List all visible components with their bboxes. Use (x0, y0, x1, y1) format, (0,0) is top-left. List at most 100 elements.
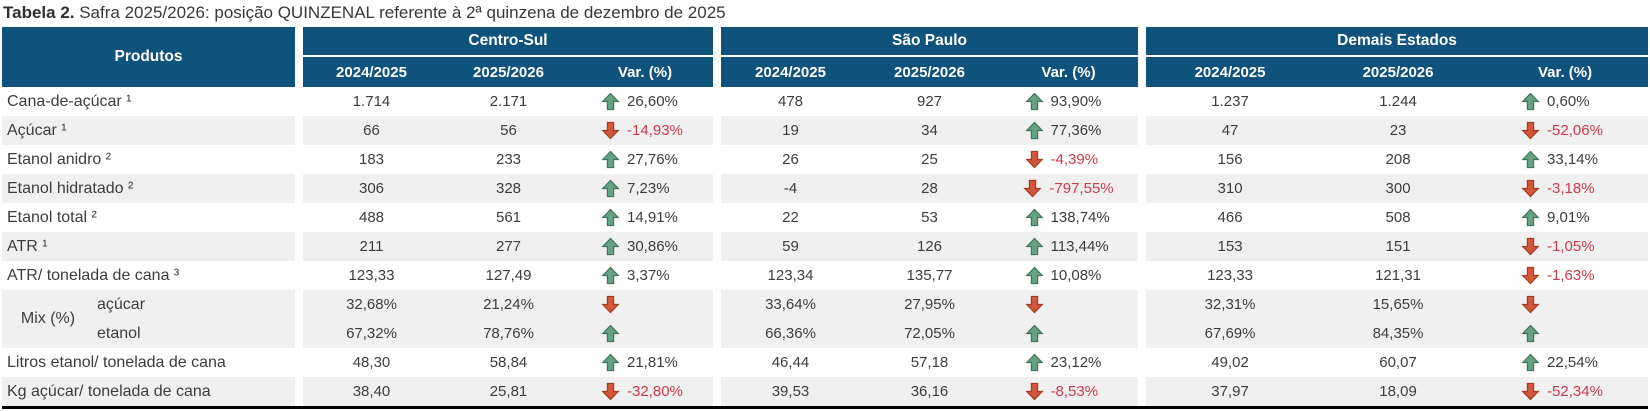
variation-value: -14,93% (627, 122, 683, 139)
header-group-row: Produtos Centro-Sul São Paulo Demais Est… (2, 27, 1649, 87)
column-gap (1138, 319, 1147, 348)
value-cell: 66,36% (721, 319, 860, 348)
variation-cell: -52,06% (1482, 116, 1649, 145)
value-cell: 34 (860, 116, 999, 145)
value-cell: 37,97 (1146, 377, 1315, 408)
column-gap (1138, 116, 1147, 145)
header-sub-row: 2024/2025 2025/2026 Var. (%) 2024/2025 2… (2, 56, 1649, 87)
variation-indicator: 21,81% (601, 353, 689, 372)
variation-indicator: -3,18% (1521, 179, 1609, 198)
table-row: Cana-de-açúcar ¹ 1.714 2.171 26,60% 478 927 93… (2, 87, 1648, 116)
group-header-demais-estados: Demais Estados (1146, 27, 1649, 57)
variation-indicator (1521, 324, 1609, 343)
variation-value: 30,86% (627, 238, 678, 255)
column-gap (295, 145, 303, 174)
variation-value: 26,60% (627, 93, 678, 110)
variation-indicator (1521, 295, 1609, 314)
variation-cell: 30,86% (577, 232, 713, 261)
variation-indicator: -14,93% (601, 121, 689, 140)
variation-value: -1,63% (1547, 267, 1595, 284)
variation-indicator: -4,39% (1024, 150, 1113, 169)
variation-value: 14,91% (627, 209, 678, 226)
variation-cell: 33,14% (1482, 145, 1648, 174)
variation-indicator: -52,34% (1521, 382, 1609, 401)
variation-cell: 10,08% (999, 261, 1138, 290)
variation-cell: 9,01% (1482, 203, 1648, 232)
column-gap (713, 377, 721, 408)
col-header: Var. (%) (999, 56, 1139, 87)
variation-indicator: 27,76% (601, 150, 689, 169)
value-cell: 233 (495, 151, 522, 168)
value-cell: 57,18 (910, 354, 949, 371)
variation-indicator: 0,60% (1521, 92, 1609, 111)
variation-cell: 14,91% (577, 203, 713, 232)
col-header: 2025/2026 (1314, 56, 1483, 87)
variation-indicator: -1,05% (1521, 237, 1609, 256)
variation-cell: 93,90% (999, 87, 1138, 116)
value-cell: 21,24% (440, 290, 577, 319)
column-gap (295, 116, 303, 145)
value-cell: 1.237 (1211, 93, 1249, 110)
column-gap (1138, 203, 1147, 232)
value-cell: 32,68% (303, 290, 440, 319)
variation-indicator (1024, 324, 1113, 343)
variation-value: 9,01% (1547, 209, 1590, 226)
value-cell: 15,65% (1314, 290, 1483, 319)
table-row: Mix (%) açúcar 32,68% 21,24% 33,64% 27,95% 32,… (2, 290, 1649, 348)
mix-sub-label: açúcar (94, 290, 295, 319)
variation-indicator: 30,86% (601, 237, 689, 256)
variation-cell (999, 290, 1139, 319)
value-cell: 123,33 (348, 267, 395, 284)
value-cell: 72,05% (860, 319, 999, 348)
variation-value: 7,23% (627, 180, 670, 197)
value-cell: 60,07 (1379, 354, 1417, 371)
value-cell: 49,02 (1211, 354, 1249, 371)
variation-indicator: 3,37% (601, 266, 689, 285)
variation-indicator: 33,14% (1521, 150, 1609, 169)
variation-value: 21,81% (627, 354, 678, 371)
down-arrow-icon (1521, 295, 1540, 314)
value-cell: 300 (1314, 174, 1483, 203)
column-gap (713, 145, 721, 174)
up-arrow-icon (601, 208, 620, 227)
row-label: Kg açúcar/ tonelada de cana (2, 377, 295, 408)
column-gap (713, 319, 721, 348)
column-gap (295, 232, 303, 261)
variation-indicator: 77,36% (1024, 121, 1113, 140)
up-arrow-icon (1024, 121, 1044, 140)
up-arrow-icon (1521, 353, 1540, 372)
variation-value: 23,12% (1050, 354, 1102, 371)
variation-cell: -8,53% (999, 377, 1139, 408)
column-gap (295, 174, 303, 203)
table-row: ATR/ tonelada de cana ³ 123,33 127,49 3,37%… (2, 261, 1648, 290)
down-arrow-icon (601, 295, 620, 314)
table-title-text: Safra 2025/2026: posição QUINZENAL refer… (74, 3, 726, 22)
value-cell: 38,40 (303, 377, 440, 408)
variation-value: -52,34% (1547, 383, 1603, 400)
value-cell: 18,09 (1314, 377, 1483, 408)
col-header: Var. (%) (577, 56, 713, 87)
column-gap (1138, 290, 1147, 319)
up-arrow-icon (601, 92, 620, 111)
table-row: ATR ¹ 211 277 30,86% 59 126 113,44% 153 151 -1,05… (2, 232, 1649, 261)
up-arrow-icon (601, 324, 620, 343)
variation-cell: 0,60% (1482, 87, 1648, 116)
value-cell: 478 (777, 93, 804, 110)
value-cell: 48,30 (352, 354, 391, 371)
variation-indicator: 14,91% (601, 208, 689, 227)
column-gap (713, 261, 721, 290)
down-arrow-icon (1521, 121, 1540, 140)
variation-cell: 27,76% (577, 145, 713, 174)
variation-cell: -52,34% (1482, 377, 1649, 408)
variation-value: -3,18% (1547, 180, 1595, 197)
row-label: ATR ¹ (2, 232, 295, 261)
up-arrow-icon (1521, 324, 1540, 343)
row-label: Etanol anidro ² (7, 150, 112, 168)
value-cell: 59 (721, 232, 860, 261)
value-cell: 2.171 (489, 93, 528, 110)
down-arrow-icon (1023, 179, 1043, 198)
value-cell: 127,49 (485, 267, 532, 284)
variation-value: -8,53% (1050, 383, 1099, 400)
value-cell: 123,33 (1207, 267, 1253, 284)
value-cell: 151 (1314, 232, 1483, 261)
